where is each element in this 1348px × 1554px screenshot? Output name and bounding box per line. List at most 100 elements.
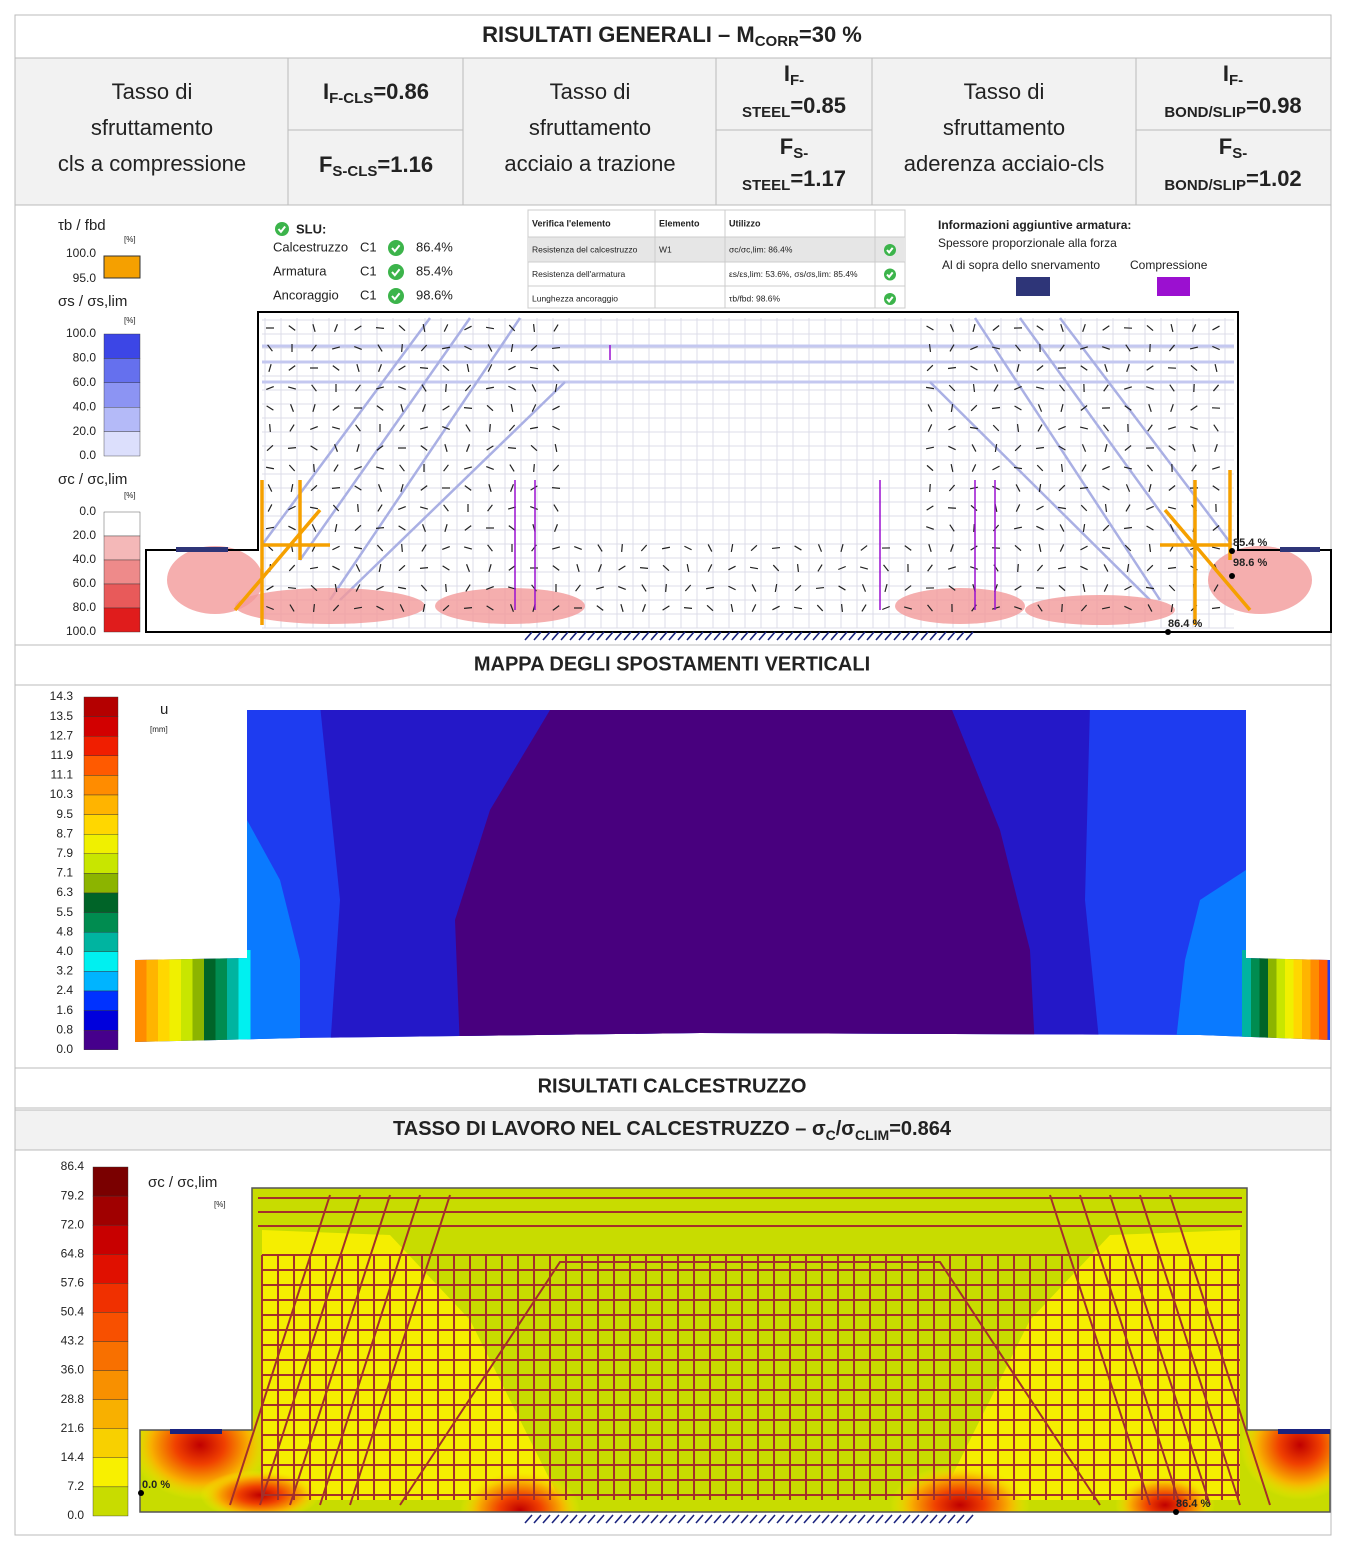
contour [158,950,170,1042]
rebar-bond [233,508,322,612]
stress-arrow [287,586,297,590]
stress-arrow [334,523,338,533]
legend-tick-label: 7.9 [56,846,73,860]
stress-arrow [422,404,426,412]
stress-arrow [551,346,561,350]
stress-arrow [925,386,935,390]
stress-arrow [1146,365,1154,371]
stress-arrow [290,404,294,412]
stress-arrow [796,563,800,573]
legend-tick-label: 0.0 [56,1042,73,1056]
stress-arrow [487,344,493,352]
stress-arrow [1104,503,1108,513]
legend-tick-label: 60.0 [73,375,97,389]
support-hatch [803,631,812,641]
stress-arrow [1080,405,1088,411]
stress-arrow [533,463,535,473]
stress-arrow [949,524,955,532]
stress-arrow [419,426,429,430]
legend-band [92,1341,129,1371]
section-title: RISULTATI CALCESTRUZZO [538,1075,807,1097]
stress-arrow [618,565,626,571]
stress-arrow [377,344,383,352]
stress-arrow [861,584,867,592]
stress-arrow [1036,365,1044,371]
legend-tick-label: 11.9 [51,748,74,762]
check-circle [388,288,404,304]
stress-arrow [1170,404,1174,412]
support-hatch [965,1514,974,1524]
stress-arrow [1013,526,1023,530]
support-hatch [551,1514,560,1524]
check-icon [388,264,404,280]
stress-arrow [751,604,757,612]
stress-arrow [621,543,623,553]
check-icon [275,222,289,236]
support-hatch [812,1514,821,1524]
stress-arrow [399,604,405,612]
stress-arrow [772,605,780,611]
stress-arrow [641,584,647,592]
stress-arrow [312,603,316,613]
marker-label: 0.0 % [142,1479,170,1491]
stress-arrow [463,607,473,609]
summary-value: STEEL=0.85 [742,93,846,121]
stress-arrow [489,423,491,433]
legend-tick-label: 6.3 [56,885,73,899]
support-hatch [866,1514,875,1524]
hotspot [200,1470,320,1512]
stress-zone [1208,546,1312,614]
legend-tick-label: 5.5 [56,905,73,919]
legend-tick-label: 14.3 [50,689,74,703]
check-mark [277,225,286,234]
stress-arrow [401,543,403,553]
stress-arrow [508,324,516,332]
stress-arrow [466,363,470,373]
stress-arrow [1214,363,1218,373]
support-hatch [848,1514,857,1524]
legend-band [83,1029,119,1050]
support-hatch [884,631,893,641]
stress-arrow [552,405,560,411]
stress-arrow [817,564,823,572]
support-hatch [785,1514,794,1524]
stress-zone [895,588,1025,624]
support-hatch [857,1514,866,1524]
stress-arrow [508,565,516,571]
stress-arrow [355,564,361,572]
stress-arrow [421,544,427,552]
support-hatch [560,1514,569,1524]
support-hatch [560,631,569,641]
stress-arrow [684,584,692,592]
legend-band [83,990,119,1011]
text-part: S-CLS [332,163,377,180]
legend-tick-label: 12.7 [50,728,74,742]
legend-band [92,1428,129,1458]
stress-arrow [486,466,494,470]
stress-arrow [445,583,447,593]
stress-arrow [1059,524,1065,532]
stress-arrow [399,424,405,432]
legend-band [92,1166,129,1197]
legend-band [103,559,141,585]
stress-arrow [485,326,495,330]
stress-arrow [1058,425,1066,431]
stress-arrow [465,584,471,592]
stress-arrow [927,424,933,432]
stress-arrow [1080,604,1088,612]
stress-arrow [947,366,957,370]
contour [204,950,216,1042]
support-hatch [722,1514,731,1524]
text-part: I [323,79,329,104]
stress-arrow [1015,504,1021,512]
support-hatch [893,631,902,641]
text-part: C [826,1127,836,1143]
stress-arrow [311,344,317,352]
support-hatch [713,1514,722,1524]
stress-arrow [1190,426,1198,430]
text-part: =30 % [799,22,862,47]
stress-arrow [1017,563,1019,573]
stress-arrow [376,605,384,611]
stress-arrow [620,603,624,613]
stress-arrow [991,406,1001,410]
